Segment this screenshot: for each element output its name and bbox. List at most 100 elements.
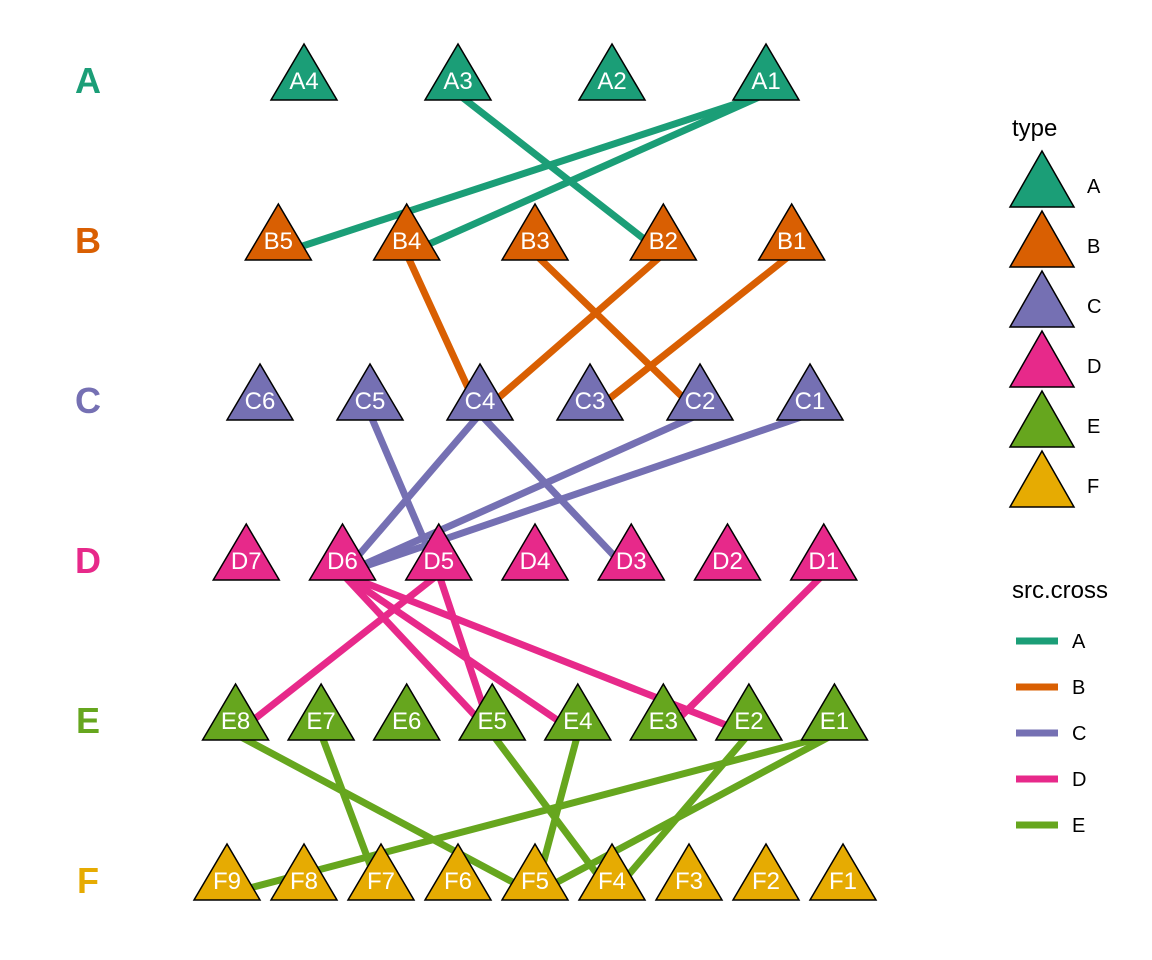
node-triangle-d5 xyxy=(404,522,474,581)
node-e8: E8 xyxy=(201,682,270,741)
edge-e1-f5 xyxy=(533,730,837,898)
edge-a1-b4 xyxy=(405,90,768,258)
edge-c1-d6 xyxy=(341,410,812,578)
node-label-c2: C2 xyxy=(685,388,716,415)
node-label-a1: A1 xyxy=(751,68,780,95)
node-triangle-f3 xyxy=(654,842,724,901)
node-d3: D3 xyxy=(596,522,666,581)
node-label-f9: F9 xyxy=(213,868,241,895)
node-label-d2: D2 xyxy=(712,548,743,575)
node-triangle-d3 xyxy=(596,522,666,581)
legend-type-label-e: E xyxy=(1087,416,1100,438)
edge-c2-d6 xyxy=(341,410,702,578)
node-label-e5: E5 xyxy=(478,708,507,735)
node-triangle-a4 xyxy=(269,42,339,101)
legend-type-swatch-e xyxy=(1008,389,1076,448)
node-triangle-e2 xyxy=(714,682,784,741)
node-label-d1: D1 xyxy=(808,548,839,575)
node-label-e3: E3 xyxy=(649,708,678,735)
node-f5: F5 xyxy=(500,842,570,901)
node-label-f6: F6 xyxy=(444,868,472,895)
node-f4: F4 xyxy=(577,842,647,901)
node-triangle-b5 xyxy=(244,202,313,261)
row-label-d: D xyxy=(75,540,101,581)
node-triangle-b2 xyxy=(629,202,698,261)
node-label-e4: E4 xyxy=(563,708,592,735)
node-d6: D6 xyxy=(308,522,377,581)
node-label-b2: B2 xyxy=(649,228,678,255)
row-label-e: E xyxy=(76,700,100,741)
row-label-b: B xyxy=(75,220,101,261)
node-triangle-e7 xyxy=(286,682,356,741)
node-triangle-c4 xyxy=(445,362,515,421)
legend-type-swatch-d xyxy=(1008,329,1076,388)
node-c1: C1 xyxy=(775,362,845,421)
legend-type: type A B C D E F xyxy=(1008,115,1101,508)
row-labels: A B C D E F xyxy=(75,60,101,901)
node-triangle-b1 xyxy=(757,202,826,261)
node-label-f7: F7 xyxy=(367,868,395,895)
node-f3: F3 xyxy=(654,842,724,901)
legend-src-label-c: C xyxy=(1072,723,1086,745)
edge-c4-d6 xyxy=(339,411,483,577)
node-triangle-d4 xyxy=(500,522,570,581)
node-a4: A4 xyxy=(269,42,339,101)
node-triangle-d1 xyxy=(789,522,859,581)
legend-src-label-d: D xyxy=(1072,769,1086,791)
node-triangle-c6 xyxy=(225,362,295,421)
node-b3: B3 xyxy=(500,202,570,261)
node-triangle-f2 xyxy=(731,842,801,901)
node-triangle-f1 xyxy=(808,842,878,901)
node-e2: E2 xyxy=(714,682,784,741)
edge-a3-b2 xyxy=(455,91,666,257)
node-b5: B5 xyxy=(244,202,313,261)
node-label-c1: C1 xyxy=(795,388,826,415)
node-f9: F9 xyxy=(192,842,262,901)
legend-src-cross: src.cross A B C D E xyxy=(1012,577,1108,837)
node-d5: D5 xyxy=(404,522,474,581)
row-label-a: A xyxy=(75,60,101,101)
edge-e8-f5 xyxy=(233,730,537,898)
edge-c4-d3 xyxy=(477,411,634,577)
node-label-f5: F5 xyxy=(521,868,549,895)
edges-layer xyxy=(226,90,837,898)
node-label-f4: F4 xyxy=(598,868,626,895)
node-label-a3: A3 xyxy=(443,68,472,95)
node-e4: E4 xyxy=(543,682,613,741)
node-label-d7: D7 xyxy=(231,548,262,575)
node-triangle-a2 xyxy=(577,42,647,101)
node-triangle-c1 xyxy=(775,362,845,421)
node-a2: A2 xyxy=(577,42,647,101)
node-e3: E3 xyxy=(629,682,698,741)
node-triangle-a1 xyxy=(731,42,801,101)
node-label-d5: D5 xyxy=(423,548,454,575)
node-label-f3: F3 xyxy=(675,868,703,895)
node-label-d4: D4 xyxy=(520,548,551,575)
nodes-layer: A4 A3 A2 A1 B5 B4 B3 B2 B1 C6 C5 C4 C3 C2 C1 D7 D6 D5 D4 D3… xyxy=(192,42,878,901)
node-c4: C4 xyxy=(445,362,515,421)
node-label-f1: F1 xyxy=(829,868,857,895)
node-label-b3: B3 xyxy=(520,228,549,255)
legend-type-label-c: C xyxy=(1087,296,1101,318)
node-f1: F1 xyxy=(808,842,878,901)
node-triangle-f7 xyxy=(346,842,416,901)
node-triangle-b4 xyxy=(372,202,441,261)
node-label-c5: C5 xyxy=(355,388,386,415)
legend-type-label-d: D xyxy=(1087,356,1101,378)
row-label-f: F xyxy=(77,860,99,901)
node-triangle-c3 xyxy=(555,362,625,421)
legend-type-label-f: F xyxy=(1087,476,1099,498)
node-f7: F7 xyxy=(346,842,416,901)
node-e1: E1 xyxy=(800,682,869,741)
node-triangle-e6 xyxy=(372,682,441,741)
legend-src-title: src.cross xyxy=(1012,577,1108,604)
node-f8: F8 xyxy=(269,842,339,901)
node-label-c3: C3 xyxy=(575,388,606,415)
node-triangle-f5 xyxy=(500,842,570,901)
node-triangle-f4 xyxy=(577,842,647,901)
node-label-c4: C4 xyxy=(465,388,496,415)
edge-d6-e4 xyxy=(340,571,580,737)
legend-type-swatch-b xyxy=(1008,209,1076,268)
legend-src-label-e: E xyxy=(1072,815,1085,837)
node-f2: F2 xyxy=(731,842,801,901)
